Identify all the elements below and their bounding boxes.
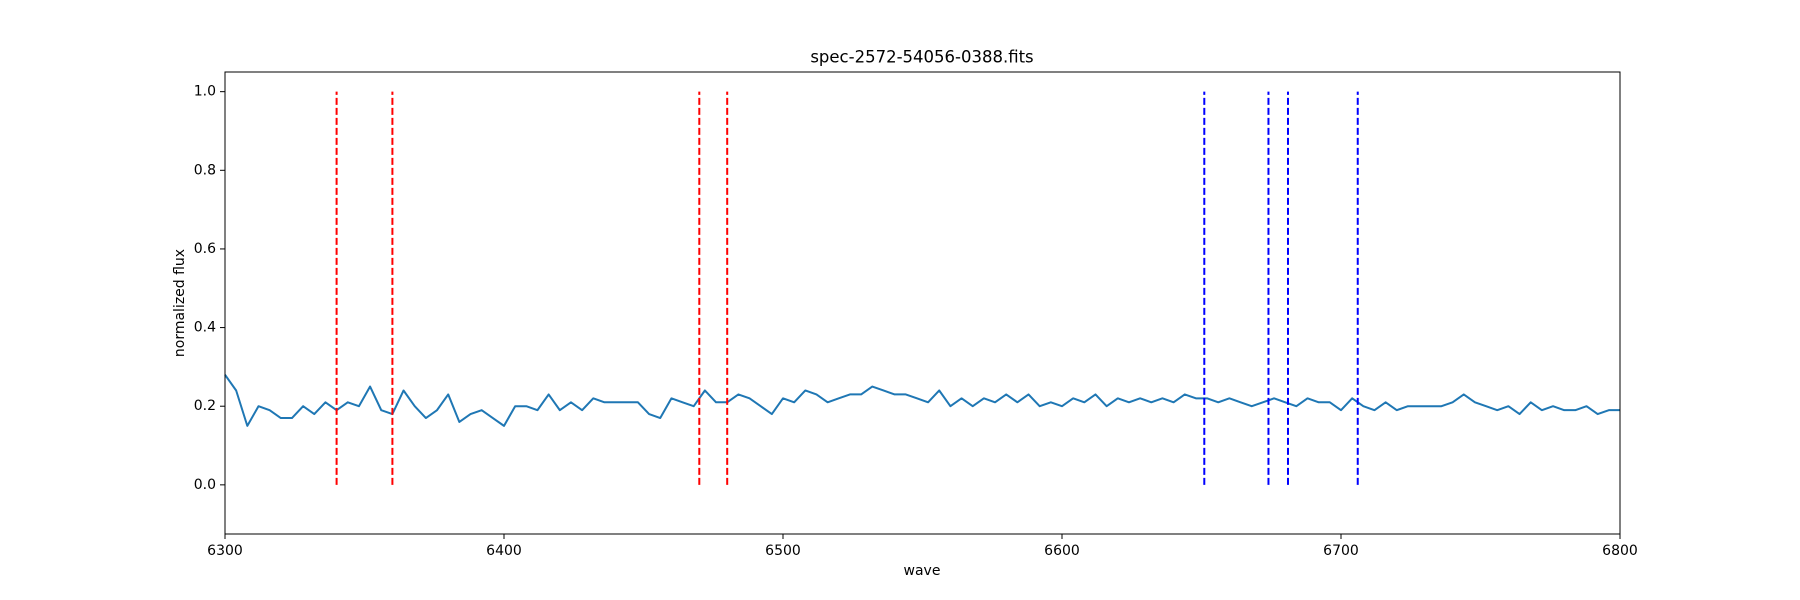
chart-title: spec-2572-54056-0388.fits xyxy=(810,48,1033,67)
x-tick-label: 6700 xyxy=(1323,543,1359,559)
y-axis-label: normalized flux xyxy=(172,249,188,357)
plot-frame xyxy=(224,71,1621,535)
spectrum-line xyxy=(224,374,1620,427)
y-tick-label: 0.2 xyxy=(194,398,216,414)
x-tick-label: 6800 xyxy=(1602,543,1638,559)
x-tick-label: 6500 xyxy=(765,543,801,559)
y-tick-label: 0.6 xyxy=(194,241,216,257)
y-tick-label: 0.8 xyxy=(194,162,216,178)
x-tick-label: 6300 xyxy=(207,543,243,559)
x-tick-label: 6400 xyxy=(486,543,522,559)
x-tick-label: 6600 xyxy=(1044,543,1080,559)
y-tick-label: 0.0 xyxy=(194,477,216,493)
y-tick-label: 0.4 xyxy=(194,320,216,336)
y-tick-label: 1.0 xyxy=(194,84,216,100)
x-axis-label: wave xyxy=(904,563,941,579)
